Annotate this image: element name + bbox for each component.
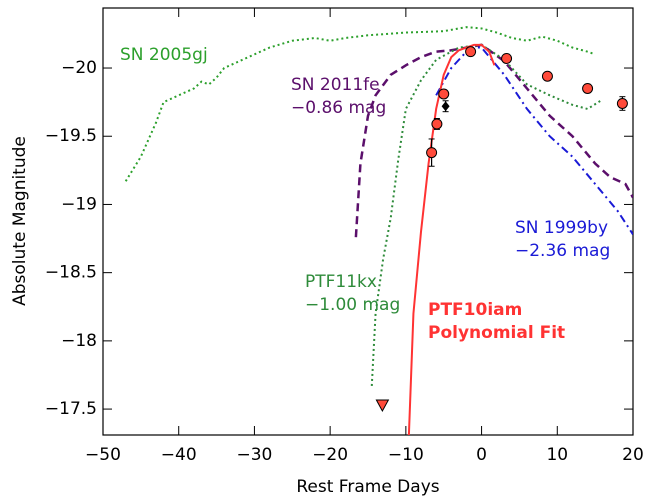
series-note: −1.00 mag [305,295,400,315]
series-label: SN 2005gj [120,45,208,65]
series-label: SN 2011fe [291,75,380,95]
x-tick-label: 10 [546,445,568,465]
y-tick-label: −17.5 [45,399,97,419]
series-label: PTF10iam [428,300,522,320]
x-tick-label: 0 [476,445,487,465]
series-line [435,46,633,236]
series-label: SN 1999by [515,218,608,238]
x-tick-label: −40 [161,445,197,465]
y-tick-label: −19 [61,194,97,214]
series-note: Polynomial Fit [428,323,565,343]
data-point [465,46,477,58]
y-axis-label: Absolute Magnitude [10,136,30,306]
x-tick-label: −10 [388,445,424,465]
data-point [426,147,438,159]
data-point [501,52,513,64]
x-tick-label: −50 [85,445,121,465]
x-tick-label: −30 [236,445,272,465]
x-tick-label: −20 [312,445,348,465]
series-note: −0.86 mag [291,98,386,118]
data-point [441,101,450,112]
data-point [438,88,450,100]
data-point [431,118,443,130]
upper-limit [375,399,390,413]
x-axis-label: Rest Frame Days [296,477,439,497]
y-tick-label: −18 [61,331,97,351]
data-point [582,82,594,94]
plot-frame [102,7,634,436]
series-line [370,43,604,386]
y-tick-label: −20 [61,58,97,78]
series-line [407,43,496,435]
x-tick-label: 20 [622,445,644,465]
data-point [541,70,553,82]
series-note: −2.36 mag [515,241,610,261]
series-line [354,43,633,238]
y-tick-label: −19.5 [45,126,97,146]
series-line [124,26,596,182]
data-point [616,97,628,109]
series-label: PTF11kx [305,272,377,292]
y-tick-label: −18.5 [45,263,97,283]
